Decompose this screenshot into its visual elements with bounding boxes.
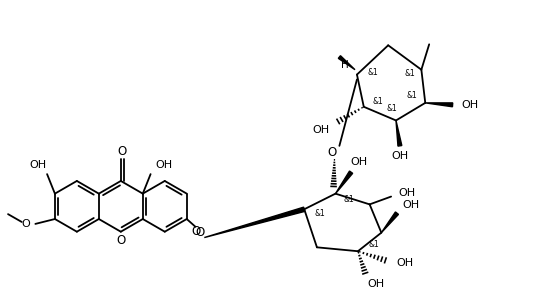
Text: OH: OH — [350, 157, 368, 167]
Polygon shape — [381, 212, 398, 233]
Text: OH: OH — [367, 279, 384, 290]
Text: O: O — [117, 145, 127, 158]
Text: &1: &1 — [367, 68, 378, 77]
Text: OH: OH — [402, 200, 419, 210]
Polygon shape — [335, 171, 353, 194]
Text: H: H — [341, 60, 349, 70]
Text: &1: &1 — [372, 97, 383, 107]
Text: &1: &1 — [406, 91, 417, 100]
Text: O: O — [21, 219, 30, 229]
Text: &1: &1 — [344, 195, 355, 204]
Text: OH: OH — [156, 160, 173, 170]
Polygon shape — [425, 103, 453, 107]
Text: &1: &1 — [404, 69, 415, 78]
Text: O: O — [192, 225, 201, 238]
Polygon shape — [204, 207, 305, 237]
Polygon shape — [396, 120, 402, 146]
Text: O: O — [196, 226, 205, 239]
Text: OH: OH — [391, 150, 408, 161]
Text: OH: OH — [461, 100, 479, 110]
Text: OH: OH — [396, 258, 413, 268]
Text: &1: &1 — [315, 209, 326, 218]
Text: &1: &1 — [368, 240, 379, 249]
Text: OH: OH — [398, 188, 415, 198]
Text: O: O — [327, 146, 336, 159]
Text: OH: OH — [312, 125, 329, 135]
Text: O: O — [116, 234, 125, 247]
Polygon shape — [338, 56, 355, 70]
Text: OH: OH — [30, 160, 47, 170]
Text: &1: &1 — [387, 104, 397, 113]
